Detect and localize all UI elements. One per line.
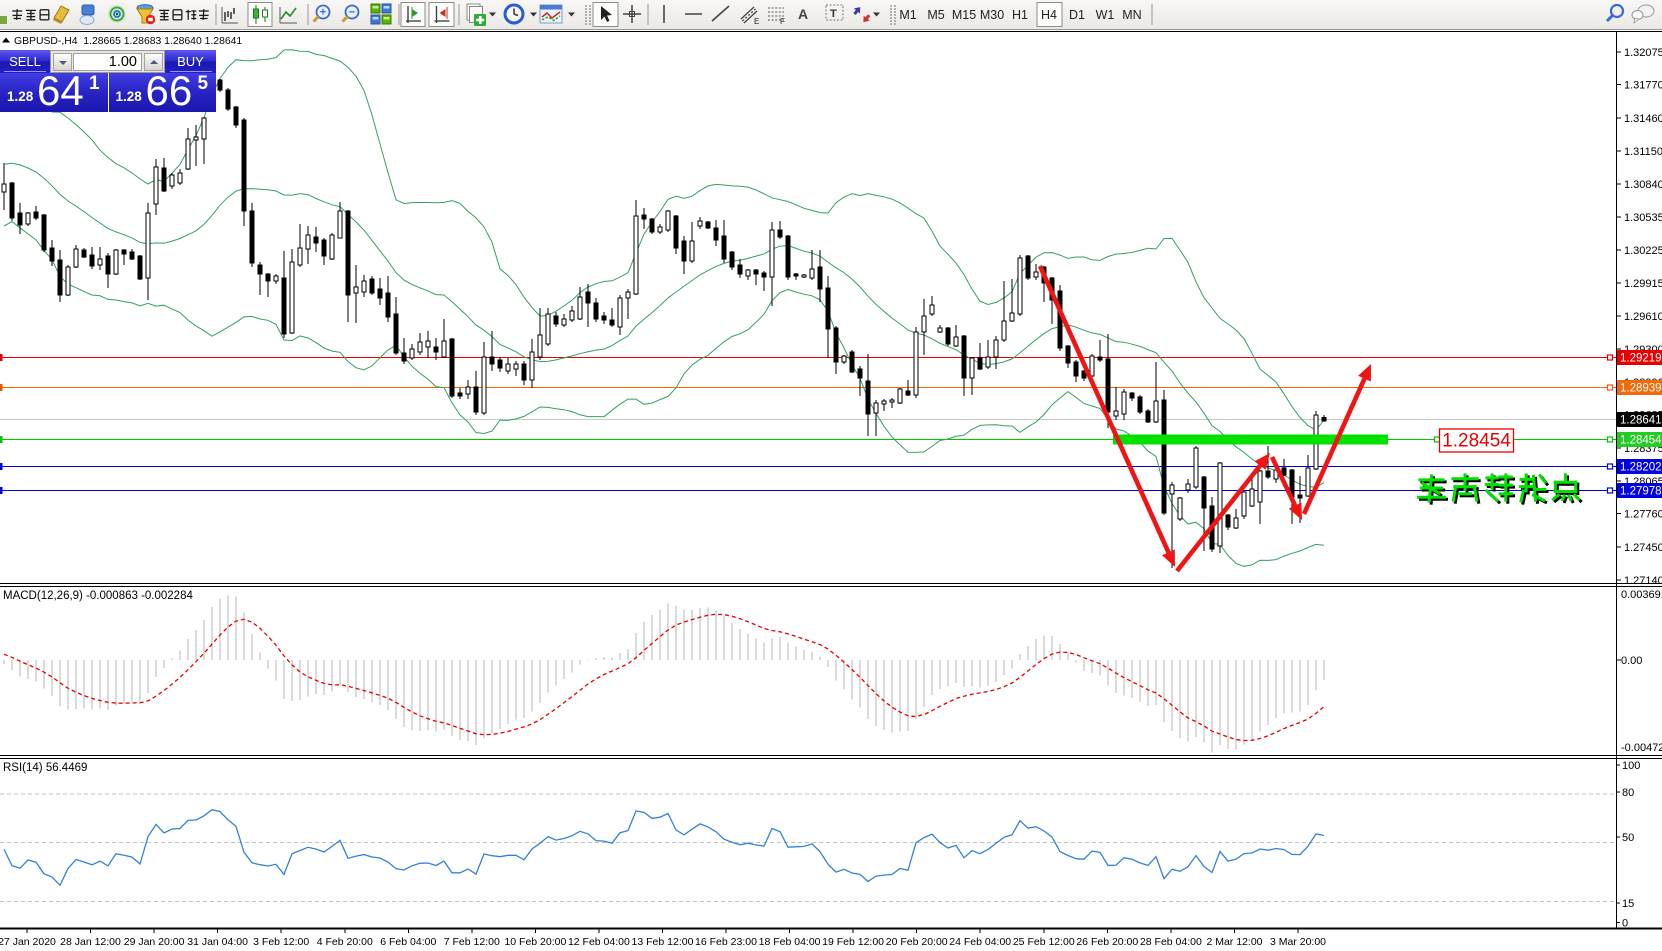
svg-text:+: +	[320, 7, 326, 19]
svg-text:D1: D1	[1069, 8, 1085, 22]
svg-text:10 Feb 20:00: 10 Feb 20:00	[504, 936, 566, 948]
svg-text:MN: MN	[1122, 8, 1141, 22]
svg-text:RSI(14) 56.4469: RSI(14) 56.4469	[3, 762, 87, 774]
svg-text:M15: M15	[952, 8, 976, 22]
svg-text:0.00: 0.00	[1621, 655, 1642, 667]
svg-text:M30: M30	[980, 8, 1004, 22]
svg-text:28 Feb 04:00: 28 Feb 04:00	[1140, 936, 1202, 948]
svg-text:6 Feb 04:00: 6 Feb 04:00	[380, 936, 436, 948]
svg-text:1.28202: 1.28202	[1620, 462, 1662, 474]
svg-text:1.28454: 1.28454	[1442, 431, 1511, 452]
svg-text:H1: H1	[1012, 8, 1028, 22]
svg-text:27 Jan 2020: 27 Jan 2020	[0, 936, 56, 948]
svg-text:0.003691: 0.003691	[1621, 589, 1662, 601]
svg-text:M5: M5	[927, 8, 944, 22]
svg-text:25 Feb 12:00: 25 Feb 12:00	[1013, 936, 1075, 948]
svg-text:1.32075: 1.32075	[1624, 47, 1662, 59]
svg-text:80: 80	[1622, 787, 1634, 799]
svg-text:T: T	[830, 8, 837, 20]
svg-text:7 Feb 12:00: 7 Feb 12:00	[444, 936, 500, 948]
svg-text:2 Mar 12:00: 2 Mar 12:00	[1206, 936, 1262, 948]
svg-text:100: 100	[1622, 760, 1640, 772]
svg-text:12 Feb 04:00: 12 Feb 04:00	[568, 936, 630, 948]
svg-text:1.27978: 1.27978	[1620, 486, 1662, 498]
svg-text:1.31150: 1.31150	[1624, 146, 1662, 158]
svg-text:GBPUSD-,H4 1.28665 1.28683 1.: GBPUSD-,H4 1.28665 1.28683 1.28640 1.286…	[14, 36, 242, 47]
svg-text:26 Feb 20:00: 26 Feb 20:00	[1076, 936, 1138, 948]
svg-text:20 Feb 20:00: 20 Feb 20:00	[886, 936, 948, 948]
svg-text:H4: H4	[1041, 8, 1057, 22]
svg-text:W1: W1	[1096, 8, 1115, 22]
svg-text:4 Feb 20:00: 4 Feb 20:00	[317, 936, 373, 948]
svg-text:19 Feb 12:00: 19 Feb 12:00	[822, 936, 884, 948]
svg-text:1.30535: 1.30535	[1624, 212, 1662, 224]
svg-text:31 Jan 04:00: 31 Jan 04:00	[187, 936, 248, 948]
svg-text:1.28454: 1.28454	[1620, 435, 1662, 447]
svg-text:16 Feb 23:00: 16 Feb 23:00	[695, 936, 757, 948]
svg-text:50: 50	[1622, 832, 1634, 844]
svg-text:3 Feb 12:00: 3 Feb 12:00	[253, 936, 309, 948]
svg-text:A: A	[798, 6, 808, 22]
svg-text:F: F	[780, 17, 785, 26]
svg-text:1.29915: 1.29915	[1624, 278, 1662, 290]
svg-text:18 Feb 04:00: 18 Feb 04:00	[759, 936, 821, 948]
svg-text:1.30225: 1.30225	[1624, 245, 1662, 257]
svg-text:15: 15	[1622, 898, 1634, 910]
svg-text:24 Feb 04:00: 24 Feb 04:00	[949, 936, 1011, 948]
svg-text:1.27450: 1.27450	[1624, 542, 1662, 554]
svg-text:28 Jan 12:00: 28 Jan 12:00	[60, 936, 121, 948]
svg-text:1.30840: 1.30840	[1624, 179, 1662, 191]
svg-text:−: −	[349, 7, 355, 19]
svg-text:1.31770: 1.31770	[1624, 80, 1662, 92]
svg-text:1.29219: 1.29219	[1620, 353, 1662, 365]
svg-text:1.28641: 1.28641	[1620, 415, 1662, 427]
svg-text:13 Feb 12:00: 13 Feb 12:00	[632, 936, 694, 948]
svg-text:M1: M1	[899, 8, 916, 22]
svg-text:1.31460: 1.31460	[1624, 113, 1662, 125]
svg-text:1.28939: 1.28939	[1620, 383, 1662, 395]
svg-text:1.27140: 1.27140	[1624, 575, 1662, 587]
svg-text:1.29610: 1.29610	[1624, 311, 1662, 323]
svg-text:0: 0	[1622, 917, 1628, 929]
svg-text:3 Mar 20:00: 3 Mar 20:00	[1270, 936, 1326, 948]
svg-text:MACD(12,26,9) -0.000863 -0.002: MACD(12,26,9) -0.000863 -0.002284	[3, 590, 193, 602]
svg-text:29 Jan 20:00: 29 Jan 20:00	[124, 936, 185, 948]
svg-text:1.27760: 1.27760	[1624, 509, 1662, 521]
svg-text:E: E	[754, 17, 759, 26]
